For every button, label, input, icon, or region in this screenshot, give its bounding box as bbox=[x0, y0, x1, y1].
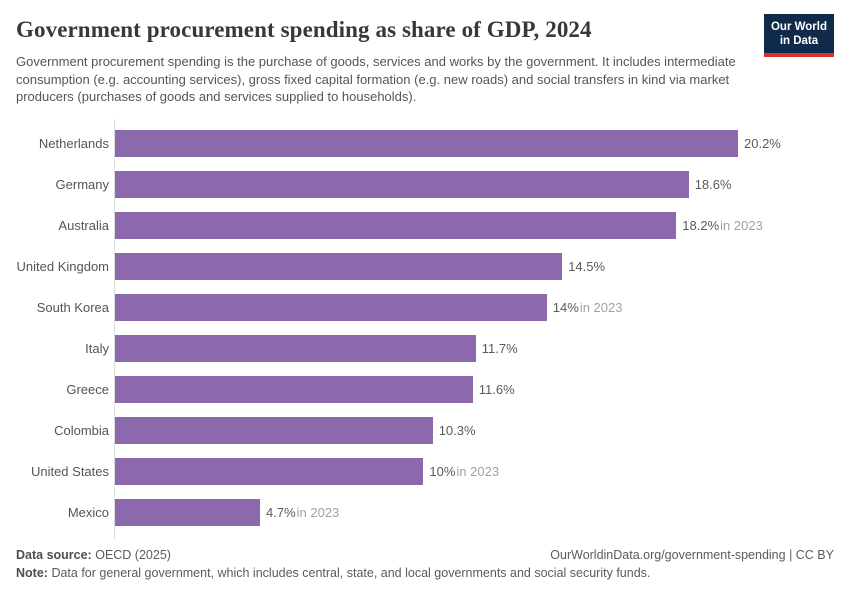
bar[interactable] bbox=[115, 335, 476, 363]
bar[interactable] bbox=[115, 417, 433, 445]
country-label[interactable]: Germany bbox=[55, 177, 109, 193]
chart-row: Greece 11.6% bbox=[16, 369, 834, 410]
bar-value-note: in 2023 bbox=[579, 300, 623, 316]
data-source-value: OECD (2025) bbox=[95, 548, 171, 563]
footer-note: Note: Data for general government, which… bbox=[16, 566, 834, 580]
footer: Data source: OECD (2025) OurWorldinData.… bbox=[16, 548, 834, 580]
owid-link[interactable]: OurWorldinData.org/government-spending |… bbox=[550, 548, 834, 563]
header: Government procurement spending as share… bbox=[16, 14, 834, 106]
bar-area: 18.6% bbox=[115, 171, 834, 199]
chart-row: Australia 18.2% in 2023 bbox=[16, 205, 834, 246]
note-value: Data for general government, which inclu… bbox=[51, 566, 651, 581]
bar-area: 11.7% bbox=[115, 335, 834, 363]
data-source-label: Data source: bbox=[16, 548, 92, 563]
bar[interactable] bbox=[115, 294, 547, 322]
bar-area: 14% in 2023 bbox=[115, 294, 834, 322]
country-label[interactable]: Mexico bbox=[67, 505, 109, 521]
country-label[interactable]: Netherlands bbox=[38, 136, 109, 152]
country-label[interactable]: United Kingdom bbox=[16, 259, 110, 275]
bar-value: 10% bbox=[429, 464, 456, 480]
chart-subtitle: Government procurement spending is the p… bbox=[16, 53, 736, 105]
bar[interactable] bbox=[115, 253, 563, 281]
bar-area: 10.3% bbox=[115, 417, 834, 445]
chart-row: Mexico 4.7% in 2023 bbox=[16, 492, 834, 533]
bar-value: 18.2% bbox=[682, 218, 720, 234]
bar[interactable] bbox=[115, 376, 473, 404]
owid-logo-line1: Our World bbox=[770, 21, 827, 33]
chart-row: Netherlands 20.2% bbox=[16, 123, 834, 164]
bar-value: 11.7% bbox=[481, 341, 518, 357]
bar-value: 11.6% bbox=[478, 382, 515, 398]
bar-value: 14% bbox=[552, 300, 579, 316]
chart-row: United Kingdom 14.5% bbox=[16, 246, 834, 287]
bar-value: 20.2% bbox=[744, 136, 781, 152]
country-label[interactable]: Australia bbox=[58, 218, 109, 234]
bar-value: 10.3% bbox=[438, 423, 476, 439]
country-label[interactable]: South Korea bbox=[36, 300, 109, 316]
bar[interactable] bbox=[115, 499, 260, 527]
bar-value-note: in 2023 bbox=[456, 464, 500, 480]
bar-area: 14.5% bbox=[115, 253, 834, 281]
chart-row: Colombia 10.3% bbox=[16, 410, 834, 451]
chart-row: Italy 11.7% bbox=[16, 328, 834, 369]
bar-area: 10% in 2023 bbox=[115, 458, 834, 486]
bar-value: 4.7% bbox=[266, 505, 296, 521]
bar[interactable] bbox=[115, 130, 738, 158]
bar[interactable] bbox=[115, 458, 424, 486]
chart-row: United States 10% in 2023 bbox=[16, 451, 834, 492]
bar[interactable] bbox=[115, 212, 677, 240]
owid-logo[interactable]: Our World in Data bbox=[763, 14, 834, 58]
country-label[interactable]: Colombia bbox=[54, 423, 109, 439]
country-label[interactable]: Greece bbox=[66, 382, 109, 398]
chart-row: South Korea 14% in 2023 bbox=[16, 287, 834, 328]
bar-value: 18.6% bbox=[694, 177, 732, 193]
bar-value-note: in 2023 bbox=[296, 505, 340, 521]
page-title: Government procurement spending as share… bbox=[16, 17, 592, 42]
bar-area: 11.6% bbox=[115, 376, 834, 404]
bar[interactable] bbox=[115, 171, 689, 199]
bar-area: 18.2% in 2023 bbox=[115, 212, 834, 240]
bar-area: 20.2% bbox=[115, 130, 834, 158]
country-label[interactable]: United States bbox=[30, 464, 109, 480]
chart-rows: Netherlands 20.2% Germany 18.6% Australi… bbox=[16, 123, 834, 533]
bar-area: 4.7% in 2023 bbox=[115, 499, 834, 527]
bar-value-note: in 2023 bbox=[720, 218, 763, 234]
data-source: Data source: OECD (2025) bbox=[16, 548, 171, 562]
country-label[interactable]: Italy bbox=[85, 341, 109, 357]
note-label: Note: bbox=[16, 566, 48, 581]
chart-row: Germany 18.6% bbox=[16, 164, 834, 205]
y-axis-line bbox=[114, 119, 115, 540]
bar-value: 14.5% bbox=[568, 259, 606, 275]
owid-logo-line2: in Data bbox=[779, 35, 819, 48]
bar-chart: Netherlands 20.2% Germany 18.6% Australi… bbox=[16, 119, 834, 540]
